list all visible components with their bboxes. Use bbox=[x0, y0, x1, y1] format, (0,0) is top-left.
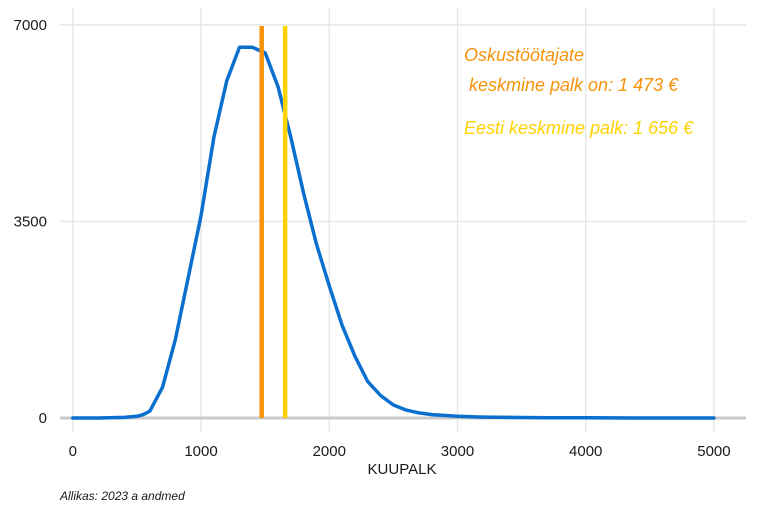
tick-labels: 0 1000 2000 3000 4000 5000 0 3500 7000 bbox=[14, 17, 731, 460]
x-tick-label: 2000 bbox=[313, 443, 346, 460]
x-tick-label: 5000 bbox=[697, 443, 730, 460]
source-note: Allikas: 2023 a andmed bbox=[59, 489, 185, 503]
x-axis-title: KUUPALK bbox=[368, 461, 437, 478]
y-tick-label: 7000 bbox=[14, 17, 47, 34]
wage-distribution-line bbox=[71, 45, 716, 420]
x-tick-label: 4000 bbox=[569, 443, 602, 460]
annotation-skilled-avg-line2: keskmine palk on: 1 473 € bbox=[464, 75, 679, 95]
grid bbox=[60, 8, 746, 432]
x-tick-label: 1000 bbox=[184, 443, 217, 460]
series bbox=[71, 45, 716, 420]
reference-lines bbox=[259, 25, 288, 418]
x-tick-label: 3000 bbox=[441, 443, 474, 460]
y-tick-label: 0 bbox=[39, 410, 47, 427]
annotation-estonia-avg: Eesti keskmine palk: 1 656 € bbox=[464, 118, 694, 138]
annotation-skilled-avg: Oskustöötajate keskmine palk on: 1 473 € bbox=[464, 45, 679, 95]
annotation-skilled-avg-line1: Oskustöötajate bbox=[464, 45, 584, 65]
x-tick-label: 0 bbox=[69, 443, 77, 460]
y-tick-label: 3500 bbox=[14, 213, 47, 230]
annotation-estonia-avg-line1: Eesti keskmine palk: 1 656 € bbox=[464, 118, 694, 138]
